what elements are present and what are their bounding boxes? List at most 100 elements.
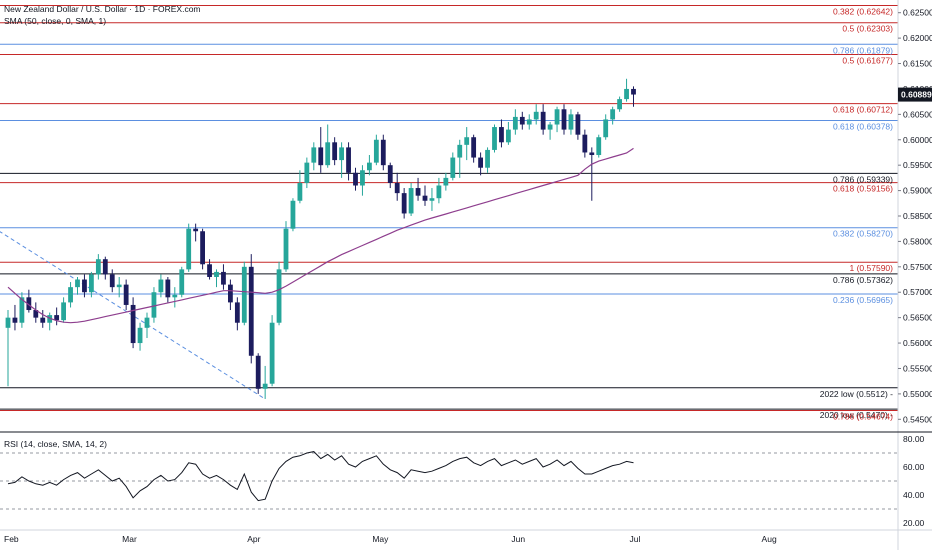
- level-label: 0.618 (0.60378): [833, 122, 893, 132]
- level-labels: 0.382 (0.62642) 0.5 (0.62303) 0.786 (0.618…: [820, 6, 893, 421]
- sma-line: [7, 147, 634, 324]
- candle-body: [102, 259, 108, 275]
- level-label: 0.382 (0.58270): [833, 229, 893, 239]
- candle-body: [519, 116, 525, 125]
- last-price-label: 0.60889: [901, 90, 932, 100]
- candle-body: [95, 259, 101, 275]
- candle-body: [499, 127, 504, 143]
- x-tick-label: May: [372, 534, 389, 544]
- candle-body: [12, 317, 18, 323]
- trendline-layer: [0, 231, 266, 400]
- candle-body: [5, 317, 11, 328]
- rsi-pane: 80.00 60.00 40.00 20.00: [0, 434, 925, 528]
- candle-body: [311, 147, 317, 163]
- last-price-badge: [898, 87, 932, 102]
- y-tick-label: 0.62500: [903, 8, 932, 18]
- candle-body: [325, 142, 331, 166]
- chart-title: New Zealand Dollar / U.S. Dollar · 1D · …: [4, 4, 201, 14]
- sma-layer: [7, 147, 634, 324]
- candle-body: [193, 228, 199, 232]
- y-tick-label: 0.55500: [903, 363, 932, 373]
- candle-body: [61, 302, 66, 321]
- candle-body: [318, 147, 324, 166]
- candle-body: [631, 88, 636, 95]
- candle-body: [130, 304, 136, 344]
- candle-body: [339, 147, 344, 161]
- candle-body: [506, 129, 511, 143]
- x-tick-label: Aug: [762, 534, 777, 544]
- y-tick-label: 0.59500: [903, 160, 932, 170]
- candle-body: [533, 111, 539, 120]
- candle-body: [40, 317, 46, 323]
- level-label: 0.5 (0.62303): [842, 24, 893, 34]
- candle-body: [172, 294, 178, 298]
- y-tick-label: 0.55000: [903, 389, 932, 399]
- candle-body: [151, 292, 157, 318]
- candle-body: [144, 317, 150, 328]
- candle-body: [422, 195, 428, 201]
- level-label: 1 (0.57590): [850, 263, 894, 273]
- rsi-y-tick-label: 20.00: [903, 518, 925, 528]
- x-tick-label: Mar: [122, 534, 137, 544]
- candle-body: [408, 188, 414, 214]
- level-label: 2022 low (0.5512) -: [820, 389, 893, 399]
- rsi-y-tick-label: 40.00: [903, 490, 925, 500]
- candle-body: [179, 269, 185, 295]
- candle-body: [116, 284, 122, 288]
- candle-body: [429, 198, 435, 201]
- candle-body: [450, 157, 456, 178]
- candle-body: [186, 228, 192, 270]
- candle-body: [33, 310, 39, 318]
- y-tick-label: 0.61500: [903, 59, 932, 69]
- candle-body: [436, 185, 442, 199]
- candle-body: [540, 111, 546, 130]
- level-label: 0.618 (0.60712): [833, 105, 893, 115]
- level-label: 0.382 (0.62642): [833, 6, 893, 16]
- candle-body: [617, 99, 622, 110]
- candle-body: [596, 137, 602, 156]
- candle-body: [394, 182, 400, 194]
- candle-body: [478, 157, 483, 168]
- level-label: 0.786 (0.61879): [833, 45, 893, 55]
- x-tick-label: Jun: [511, 534, 525, 544]
- sma-indicator-label: SMA (50, close, 0, SMA, 1): [4, 16, 107, 26]
- candle-body: [582, 134, 588, 153]
- candle-body: [248, 266, 254, 356]
- candle-body: [228, 284, 233, 303]
- candle-body: [575, 114, 581, 135]
- candle-body: [221, 271, 226, 285]
- y-tick-label: 0.57500: [903, 262, 932, 272]
- candle-body: [262, 383, 268, 389]
- candle-body: [47, 315, 53, 323]
- candle-body: [443, 177, 449, 186]
- candle-body: [165, 279, 171, 298]
- candle-body: [526, 119, 532, 125]
- y-tick-label: 0.59000: [903, 186, 932, 196]
- trendline: [0, 231, 266, 400]
- candle-body: [401, 193, 407, 214]
- candle-body: [290, 200, 296, 229]
- candle-body: [137, 327, 143, 344]
- candle-body: [547, 124, 553, 130]
- candle-body: [54, 315, 60, 321]
- fib-levels: [0, 4, 898, 411]
- y-tick-label: 0.60500: [903, 109, 932, 119]
- candle-body: [561, 109, 567, 130]
- candle-body: [457, 144, 463, 158]
- candle-body: [373, 139, 379, 163]
- level-label: 0.786 (0.59339): [833, 174, 893, 184]
- x-tick-label: Jul: [630, 534, 641, 544]
- y-tick-label: 0.56500: [903, 313, 932, 323]
- candle-body: [19, 297, 25, 323]
- candle-body: [109, 274, 115, 288]
- rsi-line: [7, 451, 634, 502]
- x-tick-label: Feb: [4, 534, 19, 544]
- candle-body: [276, 269, 282, 323]
- candle-body: [214, 271, 219, 277]
- level-label: 0.786 (0.54674): [833, 411, 893, 421]
- candle-body: [207, 264, 212, 277]
- candle-body: [255, 355, 261, 389]
- candle-body: [589, 152, 595, 156]
- level-label: 0.618 (0.59156): [833, 184, 893, 194]
